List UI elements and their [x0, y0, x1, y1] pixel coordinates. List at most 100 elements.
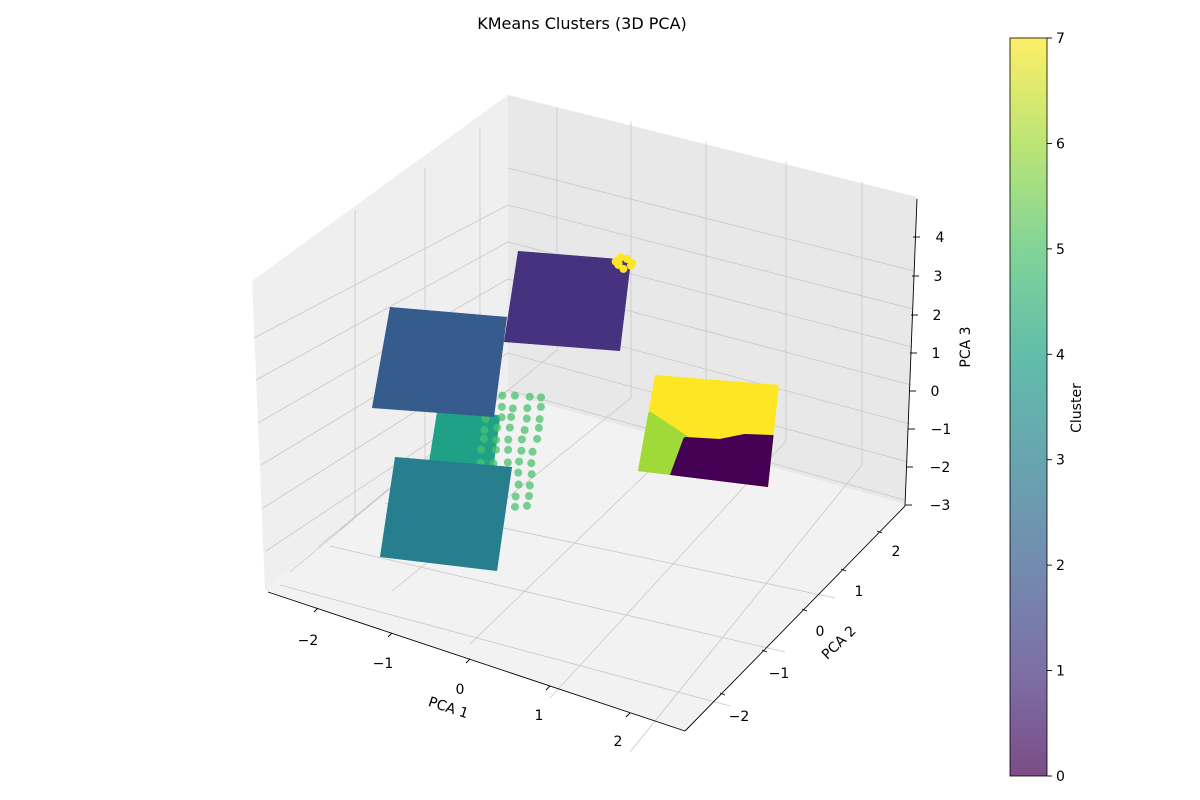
cluster-5-point	[491, 445, 500, 454]
x-axis-label: PCA 1	[426, 694, 470, 722]
cluster-2-body	[372, 307, 507, 417]
z-tick-label: −2	[930, 460, 951, 476]
cluster-5-point	[525, 491, 534, 500]
cluster-5-point	[481, 414, 490, 423]
cluster-7-corner-points	[611, 253, 637, 273]
colorbar-tick-label: 6	[1056, 136, 1065, 152]
colorbar-tick-label: 2	[1056, 558, 1065, 574]
cluster-7-point	[628, 259, 637, 268]
colorbar-tick-label: 4	[1056, 347, 1065, 363]
cluster-5-point	[527, 459, 536, 468]
cluster-7-6-0-points	[638, 375, 779, 487]
y-tick	[876, 530, 883, 534]
cluster-5-point	[507, 412, 516, 421]
x-tick	[625, 712, 631, 718]
cluster-4-point	[466, 449, 475, 458]
cluster-5-point	[523, 404, 532, 413]
cluster-5-point	[534, 423, 543, 432]
chart-title: KMeans Clusters (3D PCA)	[477, 14, 687, 33]
cluster-4-point	[461, 427, 470, 436]
cluster-5-point	[514, 480, 523, 489]
cluster-5-point	[479, 434, 488, 443]
cluster-7-point	[614, 260, 623, 269]
cluster-5-point	[480, 425, 489, 434]
cluster-5-point	[520, 425, 529, 434]
z-tick-label: 2	[933, 308, 942, 324]
y-tick-label: 2	[892, 544, 901, 560]
cluster-5-point	[497, 402, 506, 411]
x-tick-label: 2	[614, 734, 623, 750]
axis-ticks	[313, 236, 920, 718]
cluster-4-point	[443, 426, 452, 435]
colorbar-tick-label: 3	[1056, 453, 1065, 469]
x-tick	[465, 658, 471, 664]
cluster-4-point	[438, 443, 447, 452]
cluster-5-point	[504, 435, 513, 444]
pca1-axis-line	[267, 591, 686, 732]
colorbar-tick-label: 5	[1056, 242, 1065, 258]
cluster-5-point	[528, 447, 537, 456]
cluster-5-point	[523, 501, 532, 510]
cluster-5-point	[515, 457, 524, 466]
cluster-5-point	[536, 402, 545, 411]
colorbar-tick-label: 7	[1056, 31, 1065, 47]
cluster-5-point	[477, 445, 486, 454]
cluster-2-points	[372, 307, 507, 417]
y-tick	[801, 608, 808, 612]
z-tick-label: 3	[934, 269, 943, 285]
z-tick-labels: −3 −2 −1 0 1 2 3 4	[930, 230, 952, 514]
cluster-4-point	[460, 445, 469, 454]
cluster-5-point	[535, 415, 544, 424]
cluster-5-point	[525, 392, 534, 401]
colorbar-tick-label: 1	[1056, 664, 1065, 680]
cluster-4-point	[455, 437, 464, 446]
cluster-5-point	[505, 423, 514, 432]
y-tick	[719, 692, 726, 696]
x-tick-labels: −2 −1 0 1 2	[298, 633, 623, 750]
x-tick-label: 0	[456, 682, 465, 698]
scatter-points	[372, 251, 779, 571]
cluster-4-point	[469, 442, 478, 451]
cluster-5-point	[511, 492, 520, 501]
x-tick	[313, 607, 319, 613]
cluster-5-point	[503, 458, 512, 467]
cluster-5-point	[497, 413, 506, 422]
y-tick-labels: −2 −1 0 1 2	[729, 544, 901, 725]
cluster-5-point	[508, 404, 517, 413]
cluster-4-point	[460, 414, 469, 423]
cluster-5-point	[514, 468, 523, 477]
back-pane	[508, 95, 917, 504]
cluster-5-point	[537, 393, 546, 402]
z-tick-label: −3	[930, 498, 951, 514]
y-tick-label: −2	[729, 709, 750, 725]
cluster-3-points	[380, 457, 512, 571]
y-axis-label: PCA 2	[819, 623, 860, 663]
y-tick	[840, 568, 847, 572]
cluster-5-point	[498, 391, 507, 400]
z-tick-label: 0	[931, 384, 940, 400]
cluster-5-point	[527, 470, 536, 479]
cluster-5-point	[493, 423, 502, 432]
left-pane	[252, 95, 508, 590]
cluster-5-point	[492, 435, 501, 444]
cluster-3-body	[380, 457, 512, 571]
cluster-5-point	[517, 446, 526, 455]
x-tick-label: −1	[373, 656, 394, 672]
colorbar-tick-label: 0	[1056, 769, 1065, 785]
cluster-5-point	[533, 434, 542, 443]
x-tick	[387, 632, 393, 638]
x-tick	[545, 685, 551, 691]
cluster-5-point	[504, 445, 513, 454]
cluster-5-point	[525, 481, 534, 490]
y-tick	[761, 649, 768, 653]
z-tick-label: 1	[932, 346, 941, 362]
cluster-4-point	[466, 435, 475, 444]
colorbar-gradient	[1009, 37, 1048, 777]
z-tick-label: −1	[931, 422, 952, 438]
x-tick-label: 1	[535, 708, 544, 724]
cluster-1-points	[504, 251, 631, 351]
pca3-axis-line	[904, 198, 918, 507]
cluster-4-point	[450, 427, 459, 436]
y-tick-label: 0	[816, 624, 825, 640]
